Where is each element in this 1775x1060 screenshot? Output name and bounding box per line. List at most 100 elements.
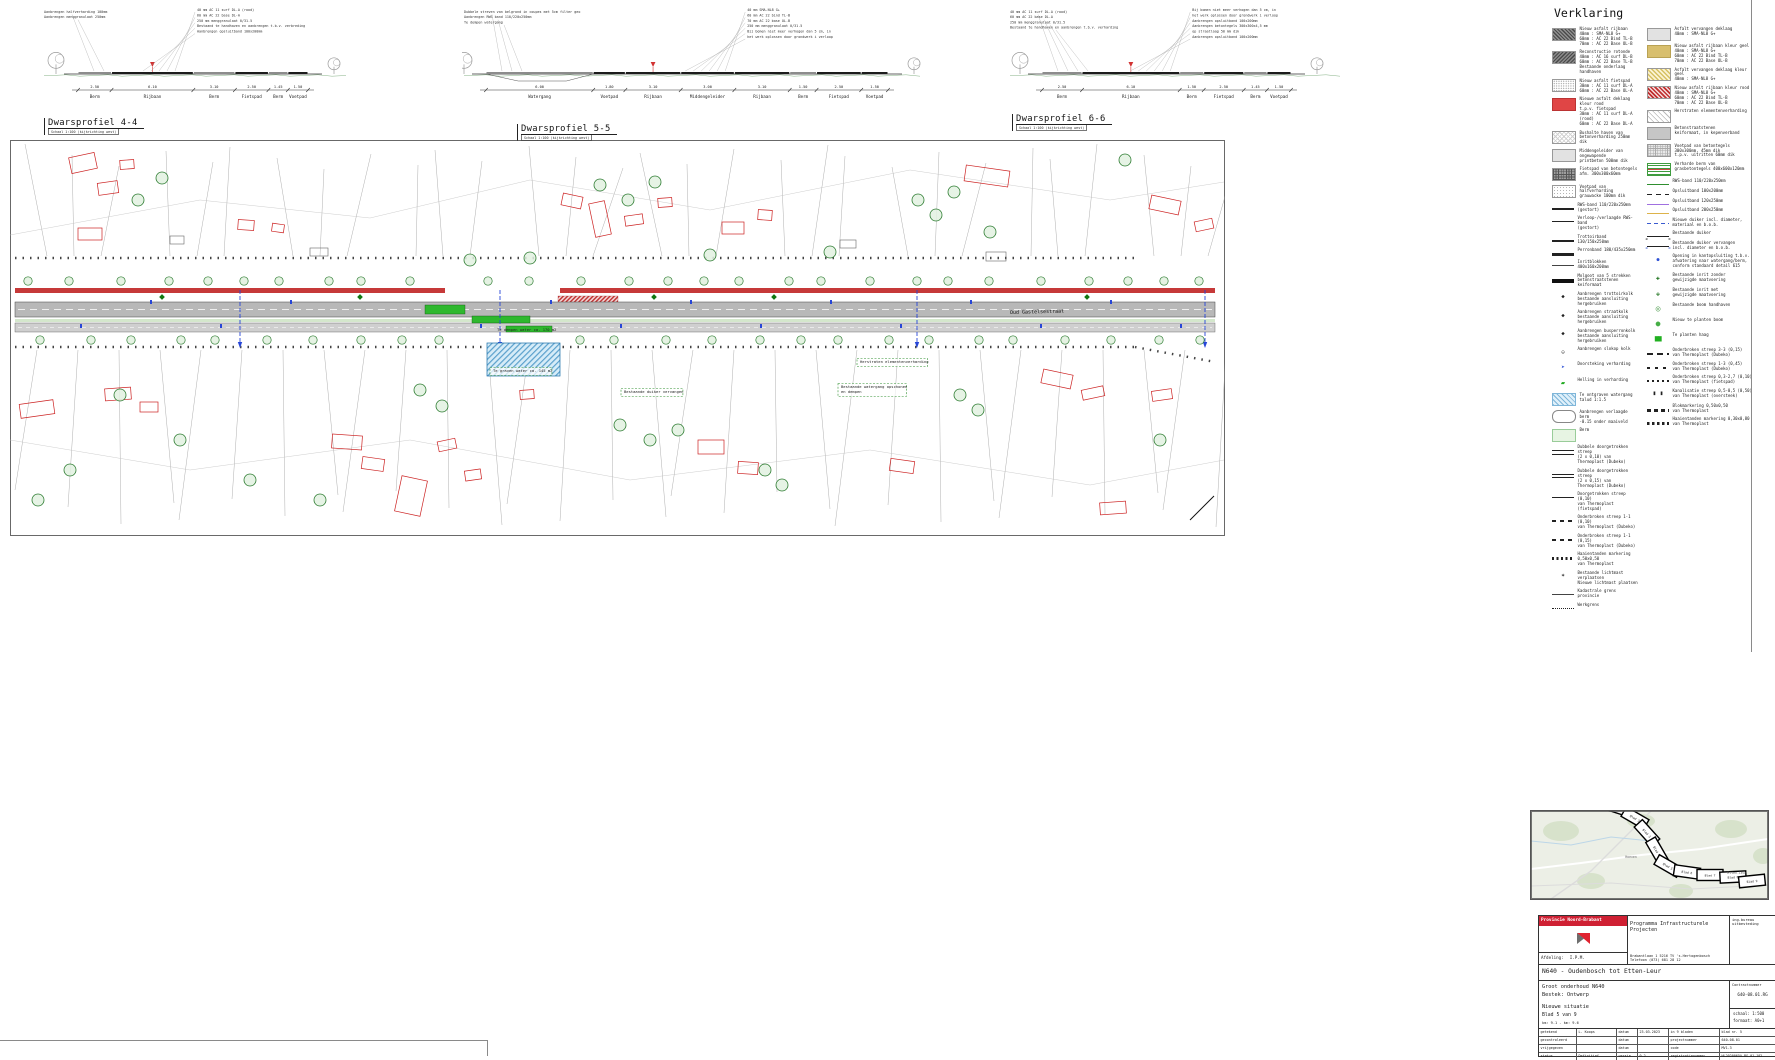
legend-item-label: Opening in kantopsluiting t.b.v. afwater… [1672, 253, 1750, 269]
keymap-border [1531, 811, 1768, 899]
table-cell: 0.2 [1638, 1053, 1669, 1060]
tree-icon [643, 433, 657, 447]
segment-label: Berm [1187, 94, 1198, 99]
tree-icon [239, 276, 249, 286]
annotation-box [620, 388, 684, 397]
sheet-edge-line [0, 1040, 487, 1041]
legend-item-label: Onderbroken streep 1-1 (0,10) van Thermo… [1577, 514, 1636, 530]
traffic-island [505, 325, 553, 333]
dimension-value: 3.10 [758, 85, 767, 89]
dimension-tick [109, 87, 114, 93]
parcel-line [815, 349, 831, 510]
legend-item: Aanbrengen slokop kolk [1552, 346, 1638, 359]
legend-item-label: Nieuwe duiker incl. diameter, materiaal … [1672, 216, 1743, 227]
legend-swatch-icon [1552, 27, 1576, 41]
profile-note: 40 mm AC 11 surf DL-A (rood) [1010, 10, 1067, 14]
legend-swatch-icon [1647, 380, 1669, 382]
building-outline [1151, 388, 1173, 402]
segment-label: Voetpad [600, 94, 618, 99]
tree-icon [796, 335, 806, 345]
verge-strip [15, 319, 1215, 322]
building-outline [985, 251, 1007, 262]
tree-icon [613, 418, 627, 432]
bureau-cell: ing.bureau uitbesteding [1732, 918, 1759, 926]
parallel-path-band [14, 322, 1216, 333]
ground-line [44, 74, 347, 77]
title-block-description: Groot onderhoud N640 Bestek: Ontwerp Nie… [1539, 981, 1775, 1029]
segment-label: Rijbaan [144, 94, 162, 99]
dimension-tick [266, 87, 271, 93]
legend-swatch-icon [1552, 221, 1574, 223]
building-outline [237, 219, 255, 231]
surface-band [1082, 72, 1180, 74]
kolk-icon [550, 300, 552, 304]
building-outline [623, 213, 645, 227]
profile-note: 40 mm AC 11 surf DL-A (rood) [197, 8, 254, 12]
legend-swatch-icon [1647, 408, 1669, 412]
legend-item-label: RWS-band 110/220x250mm [1672, 178, 1726, 184]
annotation-label: Bestaande watergang opschonen [841, 384, 907, 389]
leader-line [1043, 19, 1069, 72]
legend-item: Betonstraatstenen keiformaat, in kepenve… [1647, 125, 1758, 140]
program-title: Programma Infrastructurele Projecten [1630, 921, 1709, 933]
legend-swatch-icon [1552, 253, 1574, 257]
building-outline [757, 209, 773, 221]
parcel-line [9, 169, 1225, 236]
legend-item-label: Nieuw asfalt rijbaan 40mm : SMA-NL8 G+ 6… [1579, 26, 1633, 46]
legend-item-label: Nieuw asfalt fietspad 30mm : AC 11 surf … [1579, 77, 1633, 93]
tree-icon [929, 208, 943, 222]
legend-swatch-icon [1647, 389, 1669, 400]
table-cell: Definitief [1577, 1053, 1617, 1060]
table-cell: L. Koops [1577, 1029, 1617, 1036]
table-cell: blad nr. 5 [1721, 1030, 1742, 1034]
dimension-tick [623, 87, 628, 93]
surface-band [790, 72, 817, 74]
legend-item-label: Reconstructie rotonde 40mm : AC 16 surf … [1579, 49, 1633, 75]
legend-swatch-icon [1552, 538, 1574, 541]
parcel-line [715, 148, 735, 257]
table-cell [1638, 1037, 1669, 1044]
legend-item-label: Onderbroken streep 0,3-2,7 (0,10) van Th… [1672, 374, 1752, 385]
legend-item: Berm [1552, 427, 1638, 442]
tree-icon [405, 276, 415, 286]
parcel-line [1084, 143, 1098, 257]
legend-item: Reconstructie rotonde 40mm : AC 16 surf … [1552, 49, 1638, 75]
tree-icon [707, 335, 717, 345]
legend-item-label: Nieuwe asfalt deklaag kleur rood t.p.v. … [1579, 96, 1633, 126]
dimension-tick [1177, 87, 1182, 93]
tree-icon [176, 335, 186, 345]
legend-item: Doorsteking verharding [1552, 361, 1638, 374]
legend-swatch-icon [1647, 366, 1669, 370]
inrit-marker-icon [771, 294, 777, 300]
legend-item: Molgoot van 5 strekken betonstraatstenen… [1552, 273, 1638, 289]
profile-note: 60 mm AC 22 base DL-A [1010, 15, 1053, 19]
tree-icon [483, 276, 493, 286]
parcel-line [487, 349, 503, 526]
legend-item: Dubbele doorgetrokken streep (2 x 0,15) … [1552, 468, 1638, 489]
legend-item: Dubbele doorgetrokken streep (2 x 0,10) … [1552, 444, 1638, 465]
tree-icon [734, 276, 744, 286]
parcel-line [639, 152, 663, 257]
segment-label: Berm [1057, 94, 1068, 99]
legend-swatch-icon [1552, 393, 1576, 407]
subtitle-line: Bestek: Ontwerp [1542, 992, 1589, 999]
dimension-value: 3.10 [210, 85, 219, 89]
parcel-line [961, 162, 987, 257]
tree-icon [524, 276, 534, 286]
parcel-line [1207, 150, 1239, 257]
leader-line [709, 22, 746, 72]
profile-note: Bestaand te handhaven en aanbrengen t.b.… [1010, 26, 1118, 30]
legend-item: Onderbroken streep 1-3 (0,45) van Thermo… [1647, 361, 1758, 372]
parcel-line [9, 439, 1225, 486]
road-axis-marker [1128, 62, 1134, 67]
parcel-line [469, 160, 483, 257]
parcel-line [1180, 165, 1192, 257]
dimension-value: 3.10 [649, 85, 658, 89]
table-row: vrijgegeven datum code MV1.3 [1539, 1045, 1775, 1053]
leader-line [1055, 30, 1089, 72]
legend-swatch-icon [1647, 184, 1669, 186]
tree-icon [308, 335, 318, 345]
legend-item: Opsluitband 120x250mm [1647, 198, 1758, 205]
legend-swatch-icon [1552, 378, 1574, 389]
